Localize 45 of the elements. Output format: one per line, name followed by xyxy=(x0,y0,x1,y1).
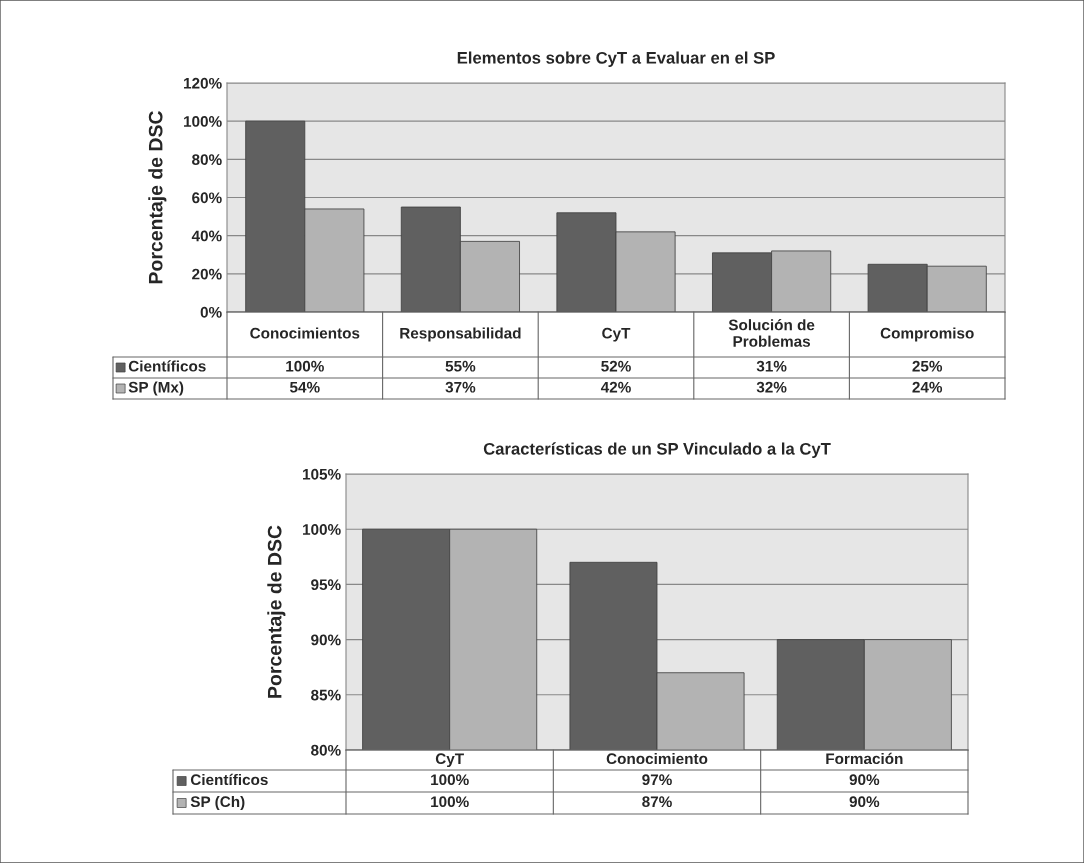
chart-title: Características de un SP Vinculado a la CyT xyxy=(483,442,831,459)
y-tick-label: 60% xyxy=(192,192,222,204)
y-tick-label: 100% xyxy=(184,116,222,127)
data-label: 87% xyxy=(642,796,672,808)
y-tick-label: 100% xyxy=(303,524,341,535)
x-tick-label: Solución de Problemas xyxy=(728,319,815,347)
x-tick-label: CyT xyxy=(602,327,631,342)
y-tick-label: 80% xyxy=(311,744,341,756)
y-tick-label: 0% xyxy=(200,306,222,318)
data-label: 24% xyxy=(912,381,943,393)
x-tick-label: Compromiso xyxy=(880,327,974,342)
y-tick-label: 120% xyxy=(184,77,222,89)
legend-label: SP (Ch) xyxy=(190,795,245,811)
data-label: 90% xyxy=(849,796,880,808)
y-tick-label: 105% xyxy=(303,468,341,480)
x-tick-label: Conocimiento xyxy=(606,752,708,765)
data-label: 31% xyxy=(756,360,787,372)
y-tick-label: 20% xyxy=(192,268,222,280)
y-tick-label: 95% xyxy=(311,579,341,591)
legend-label: Científicos xyxy=(190,773,268,786)
data-label: 54% xyxy=(289,381,320,393)
y-tick-label: 40% xyxy=(191,230,222,242)
x-tick-label: Responsabilidad xyxy=(400,327,521,342)
legend-label: Científicos xyxy=(128,360,206,372)
y-tick-label: 80% xyxy=(192,154,222,166)
data-label: 52% xyxy=(601,360,631,372)
data-label: 100% xyxy=(431,796,469,808)
y-axis-title: Porcentaje de DSC xyxy=(148,111,167,284)
data-label: 100% xyxy=(431,774,469,786)
x-tick-label: Conocimientos xyxy=(250,327,360,339)
data-label: 97% xyxy=(642,774,672,786)
legend-label: SP (Mx) xyxy=(128,381,184,396)
data-label: 32% xyxy=(756,381,787,393)
data-label: 90% xyxy=(849,774,880,786)
data-label: 37% xyxy=(445,381,476,393)
data-label: 100% xyxy=(286,360,324,372)
data-label: 25% xyxy=(912,360,943,372)
x-tick-label: CyT xyxy=(435,753,464,768)
x-tick-label: Formación xyxy=(826,752,903,765)
data-label: 55% xyxy=(445,360,476,372)
chart-title: Elementos sobre CyT a Evaluar en el SP xyxy=(457,51,775,68)
y-tick-label: 85% xyxy=(311,689,341,701)
y-tick-label: 90% xyxy=(311,634,341,646)
data-label: 42% xyxy=(600,381,631,393)
y-axis-title: Porcentaje de DSC xyxy=(267,525,286,698)
